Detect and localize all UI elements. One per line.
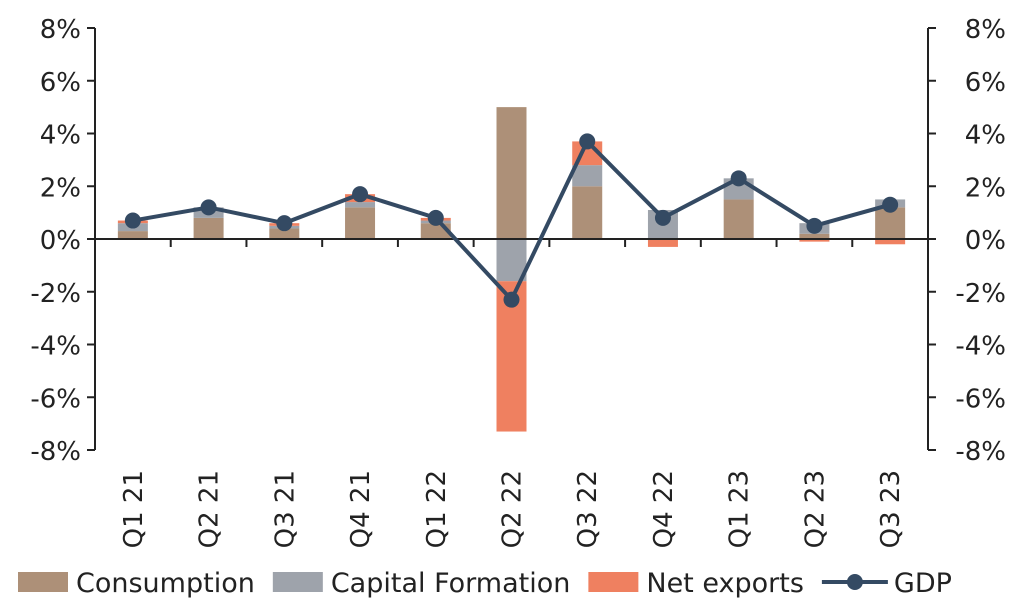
y-tick-label-left: 4% (40, 121, 81, 151)
x-tick-label: Q3 21 (270, 470, 300, 548)
y-tick-label-right: 8% (965, 15, 1006, 45)
legend-label-net-exports: Net exports (646, 568, 804, 599)
legend-swatch-net-exports (588, 572, 639, 592)
y-tick-label-left: 6% (40, 68, 81, 98)
y-tick-label-left: 2% (40, 173, 81, 203)
gdp-line-layer (124, 133, 899, 308)
gdp-point (730, 170, 747, 187)
legend-label-consumption: Consumption (76, 568, 255, 599)
y-tick-label-left: -6% (30, 384, 81, 414)
bar-consumption (345, 207, 376, 239)
bar-consumption (117, 231, 148, 239)
x-tick-label: Q1 23 (725, 470, 755, 548)
y-tick-label-right: 0% (965, 226, 1006, 256)
bar-net-exports (799, 239, 830, 242)
legend-swatch-capital-formation (272, 572, 323, 592)
gdp-point (276, 215, 293, 232)
gdp-point (352, 186, 369, 203)
legend-marker-gdp (846, 574, 863, 590)
bar-consumption (193, 217, 224, 239)
y-tick-label-right: 2% (965, 173, 1006, 203)
y-tick-label-right: -4% (955, 332, 1006, 362)
gdp-point (654, 209, 671, 226)
gdp-point (806, 217, 823, 234)
x-tick-label: Q1 22 (422, 470, 452, 548)
x-tick-label: Q2 23 (800, 470, 830, 548)
bar-consumption (572, 186, 603, 239)
x-tick-label: Q2 22 (498, 470, 528, 548)
bar-consumption (269, 228, 300, 239)
bar-consumption (799, 233, 830, 239)
bar-capital-formation (345, 202, 376, 208)
gdp-point (200, 199, 217, 216)
axes-layer: 8% 8% 6% 6% 4% 4% 2% 2% 0% 0% -2% -2% -4% -4% -6% -6% -8… (30, 15, 1006, 548)
x-tick-label: Q3 22 (573, 470, 603, 548)
x-tick-label: Q4 21 (346, 470, 376, 548)
y-tick-label-left: -8% (30, 437, 81, 467)
y-tick-label-right: 4% (965, 121, 1006, 151)
x-tick-label: Q4 22 (649, 470, 679, 548)
x-tick-label: Q2 21 (195, 470, 225, 548)
y-tick-label-right: -8% (955, 437, 1006, 467)
y-tick-label-left: 8% (40, 15, 81, 45)
bar-net-exports (647, 239, 678, 247)
bar-consumption (496, 107, 527, 239)
bars-layer (117, 107, 906, 432)
y-tick-label-right: -6% (955, 384, 1006, 414)
gdp-point (124, 212, 141, 229)
y-tick-label-left: 0% (40, 226, 81, 256)
gdp-point (882, 196, 899, 213)
x-tick-label: Q1 21 (119, 470, 149, 548)
legend-label-gdp: GDP (894, 568, 952, 599)
bar-capital-formation (572, 165, 603, 187)
y-tick-label-right: -2% (955, 279, 1006, 309)
y-tick-label-left: -2% (30, 279, 81, 309)
y-tick-label-right: 6% (965, 68, 1006, 98)
legend-swatch-consumption (18, 572, 68, 592)
gdp-point (427, 209, 444, 226)
legend-label-capital-formation: Capital Formation (331, 568, 571, 599)
gdp-point (503, 291, 520, 308)
bar-consumption (723, 199, 754, 239)
gdp-point (579, 133, 596, 150)
bar-net-exports (875, 239, 906, 245)
x-tick-label: Q3 23 (876, 470, 906, 548)
legend: Consumption Capital Formation Net exports G… (18, 568, 952, 599)
y-tick-label-left: -4% (30, 332, 81, 362)
